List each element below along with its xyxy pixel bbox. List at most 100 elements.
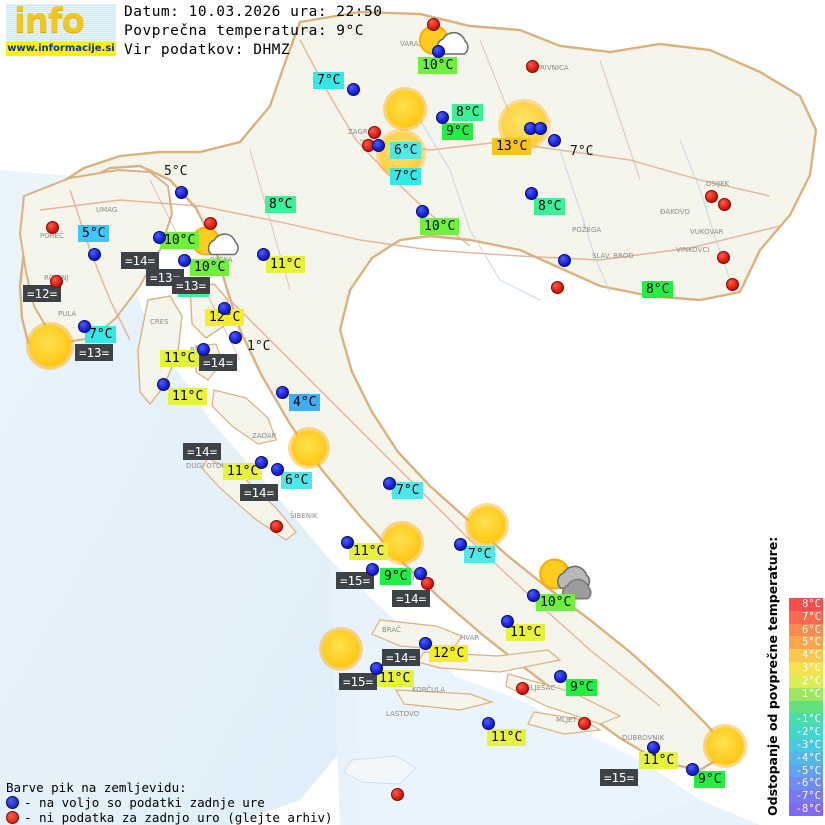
station-dot-available[interactable] xyxy=(416,205,429,218)
station-dot-available[interactable] xyxy=(157,378,170,391)
station-dot-available[interactable] xyxy=(271,463,284,476)
station-dot-available[interactable] xyxy=(419,637,432,650)
station-dot-missing[interactable] xyxy=(516,682,529,695)
station-dot-available[interactable] xyxy=(686,763,699,776)
deviation-label: =13= xyxy=(75,344,114,361)
deviation-label: =14= xyxy=(240,484,279,501)
temperature-label: 10°C xyxy=(418,57,458,74)
temperature-deviation-scale: Odstopanje od povprečne temperature: 8°C… xyxy=(761,537,823,816)
scale-cell: -8°C xyxy=(789,803,823,816)
station-dot-missing[interactable] xyxy=(50,275,63,288)
svg-text:LASTOVO: LASTOVO xyxy=(386,710,420,718)
svg-text:BRAČ: BRAČ xyxy=(382,625,401,634)
scale-cell: 8°C xyxy=(789,598,823,611)
sun-icon xyxy=(468,506,506,544)
station-dot-available[interactable] xyxy=(347,83,360,96)
temperature-label: 11°C xyxy=(168,388,208,405)
temperature-label: 10°C xyxy=(190,259,230,276)
station-dot-available[interactable] xyxy=(454,538,467,551)
svg-text:ZAGREB: ZAGREB xyxy=(348,128,377,136)
site-logo[interactable]: info www.informacije.si xyxy=(6,1,116,56)
svg-text:DUGI OTOK: DUGI OTOK xyxy=(186,462,227,470)
station-dot-available[interactable] xyxy=(525,187,538,200)
station-dot-missing[interactable] xyxy=(551,281,564,294)
station-dot-available[interactable] xyxy=(257,248,270,261)
temperature-label: 5°C xyxy=(164,164,188,179)
station-dot-available[interactable] xyxy=(218,302,231,315)
station-dot-available[interactable] xyxy=(197,343,210,356)
station-dot-available[interactable] xyxy=(548,134,561,147)
deviation-label: =15= xyxy=(600,769,639,786)
svg-text:PELJEŠAC: PELJEŠAC xyxy=(522,683,555,692)
station-dot-available[interactable] xyxy=(178,254,191,267)
temperature-label: 11°C xyxy=(506,624,546,641)
logo-wordmark: info xyxy=(14,1,85,41)
station-dot-missing[interactable] xyxy=(717,251,730,264)
station-dot-missing[interactable] xyxy=(46,221,59,234)
scale-cell xyxy=(789,700,823,714)
deviation-label: =14= xyxy=(392,590,431,607)
station-dot-missing[interactable] xyxy=(270,520,283,533)
station-dot-available[interactable] xyxy=(255,456,268,469)
svg-text:ĐAKOVO: ĐAKOVO xyxy=(660,208,690,216)
station-dot-available[interactable] xyxy=(276,386,289,399)
station-dot-missing[interactable] xyxy=(391,788,404,801)
dot-legend-blue-label: - na voljo so podatki zadnje ure xyxy=(24,795,265,810)
temperature-label: 11°C xyxy=(160,350,200,367)
red-dot-icon xyxy=(6,811,19,824)
temperature-label: 7°C xyxy=(85,326,117,343)
temperature-label: 9°C xyxy=(694,771,726,788)
station-dot-missing[interactable] xyxy=(526,60,539,73)
station-dot-available[interactable] xyxy=(527,589,540,602)
station-dot-available[interactable] xyxy=(229,331,242,344)
station-dot-available[interactable] xyxy=(175,186,188,199)
station-dot-available[interactable] xyxy=(370,662,383,675)
temperature-label: 6°C xyxy=(281,472,313,489)
temperature-label: 8°C xyxy=(265,196,297,213)
station-dot-available[interactable] xyxy=(78,320,91,333)
dot-legend-title: Barve pik na zemljevidu: xyxy=(6,780,187,795)
temperature-label: 12°C xyxy=(205,309,245,326)
temperature-label: 1°C xyxy=(247,339,271,354)
svg-text:POŽEGA: POŽEGA xyxy=(572,225,601,234)
svg-text:HVAR: HVAR xyxy=(460,634,479,642)
scale-cell: -4°C xyxy=(789,751,823,765)
station-dot-available[interactable] xyxy=(372,139,385,152)
station-dot-missing[interactable] xyxy=(368,126,381,139)
station-dot-available[interactable] xyxy=(534,122,547,135)
station-dot-available[interactable] xyxy=(366,563,379,576)
station-dot-missing[interactable] xyxy=(578,717,591,730)
temperature-label: 9°C xyxy=(566,679,598,696)
station-dot-available[interactable] xyxy=(341,536,354,549)
temperature-label: 7°C xyxy=(464,546,496,563)
scale-cell: 4°C xyxy=(789,649,823,663)
station-dot-available[interactable] xyxy=(383,477,396,490)
station-dot-available[interactable] xyxy=(482,717,495,730)
station-dot-available[interactable] xyxy=(432,45,445,58)
station-dot-missing[interactable] xyxy=(726,278,739,291)
station-dot-available[interactable] xyxy=(647,741,660,754)
station-dot-available[interactable] xyxy=(88,248,101,261)
deviation-label: =15= xyxy=(336,572,375,589)
station-dot-available[interactable] xyxy=(554,670,567,683)
station-dot-available[interactable] xyxy=(436,111,449,124)
svg-text:VUKOVAR: VUKOVAR xyxy=(690,228,724,236)
station-dot-available[interactable] xyxy=(153,231,166,244)
temperature-label: 11°C xyxy=(266,256,306,273)
scale-cell: 2°C xyxy=(789,674,823,688)
scale-cell: -1°C xyxy=(789,713,823,727)
station-dot-missing[interactable] xyxy=(705,190,718,203)
temperature-label: 7°C xyxy=(570,144,594,159)
deviation-label: =13= xyxy=(172,277,211,294)
station-dot-available[interactable] xyxy=(558,254,571,267)
station-dot-missing[interactable] xyxy=(421,577,434,590)
svg-text:POREČ: POREČ xyxy=(40,231,64,240)
station-dot-missing[interactable] xyxy=(427,18,440,31)
station-dot-missing[interactable] xyxy=(204,217,217,230)
svg-text:UMAG: UMAG xyxy=(96,206,117,214)
station-dot-available[interactable] xyxy=(501,615,514,628)
temperature-label: 11°C xyxy=(223,463,263,480)
station-dot-available[interactable] xyxy=(414,567,427,580)
station-dot-missing[interactable] xyxy=(718,198,731,211)
